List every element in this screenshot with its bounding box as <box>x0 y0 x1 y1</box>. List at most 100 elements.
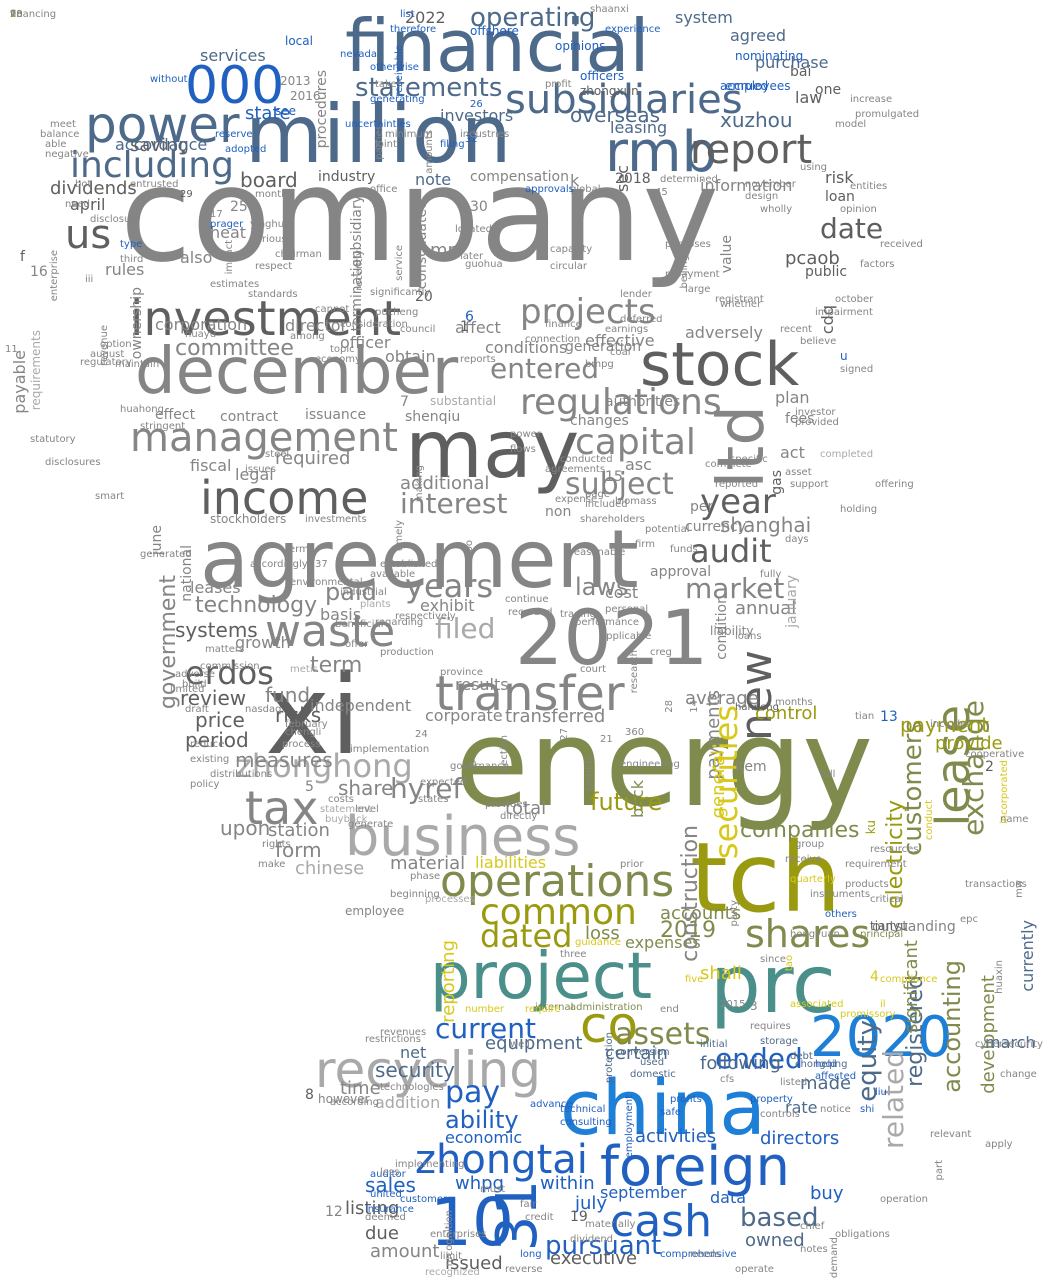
word: authorities <box>605 394 681 410</box>
word: legal <box>235 465 274 484</box>
word: payable <box>10 350 29 414</box>
word: entered <box>490 352 600 385</box>
word: standards <box>248 289 298 300</box>
word: beneficial <box>335 619 384 630</box>
word: group <box>795 839 825 850</box>
word: instruments <box>810 889 871 900</box>
word: following <box>700 1053 781 1074</box>
word: one <box>815 82 842 98</box>
word: commission <box>200 661 260 672</box>
word: long <box>520 1249 542 1260</box>
word: requires <box>750 1021 791 1032</box>
word: risk <box>825 168 854 187</box>
word: resources <box>870 844 919 855</box>
word: consulting <box>560 1117 612 1128</box>
word: average <box>685 688 759 709</box>
word: loans <box>735 631 762 642</box>
word: 14 <box>689 700 700 713</box>
word: included <box>585 499 628 510</box>
word: impairment <box>815 307 873 318</box>
word: construction <box>678 825 703 962</box>
word: mr <box>430 240 455 261</box>
word: overseas <box>570 103 660 127</box>
word: adopted <box>225 144 267 155</box>
word: make <box>258 859 286 870</box>
word: promulgated <box>855 109 920 120</box>
word: received <box>880 239 923 250</box>
word: coal <box>610 347 631 358</box>
word: continue <box>505 594 549 605</box>
word: time <box>340 1078 381 1099</box>
word: rules <box>105 260 145 279</box>
word: obligations <box>835 1229 890 1240</box>
word: specific <box>730 454 768 465</box>
word: pcaob <box>785 248 840 269</box>
word: existing <box>190 754 230 765</box>
word: accordance <box>115 135 208 154</box>
word: prager <box>210 219 244 230</box>
word: ability <box>445 1106 519 1134</box>
word: principal <box>860 929 904 940</box>
word: respect <box>255 261 293 272</box>
word: listed <box>780 1077 808 1088</box>
word: industries <box>460 129 510 140</box>
word: due <box>365 1223 399 1244</box>
word: experience <box>605 24 661 35</box>
word: board <box>240 168 298 192</box>
word: offshore <box>470 24 519 38</box>
word: shaanxi <box>590 4 629 15</box>
word: il <box>880 999 886 1010</box>
word: value <box>719 235 735 274</box>
word: reduce <box>190 739 225 750</box>
word: adverse <box>175 669 216 680</box>
word: transactions <box>965 879 1027 890</box>
word: capacity <box>550 244 593 255</box>
word: recognized <box>425 1267 480 1278</box>
word: established <box>380 559 438 570</box>
word: performance <box>575 617 640 628</box>
word: committee <box>175 336 294 361</box>
word: asset <box>785 467 812 478</box>
word: 2018 <box>615 171 651 187</box>
word: pay <box>445 1075 501 1110</box>
word: 000 <box>185 56 285 116</box>
word: tao <box>784 955 795 972</box>
word: power <box>85 96 240 154</box>
word: opinions <box>555 39 606 53</box>
word: level <box>355 804 379 815</box>
word: basis <box>320 605 362 624</box>
word: design <box>745 191 779 202</box>
word: receivable <box>394 45 405 97</box>
word: protection <box>604 1032 615 1084</box>
word: need <box>65 199 90 210</box>
word: subsidiaries <box>505 77 743 123</box>
word: end <box>660 1004 679 1015</box>
word: state <box>245 103 291 124</box>
word: chief <box>800 1221 825 1232</box>
word: nominating <box>735 49 804 63</box>
word: currency <box>685 519 746 535</box>
word: 27 <box>559 728 570 741</box>
word: council <box>400 324 436 335</box>
word: general <box>708 750 729 819</box>
word: located <box>455 224 492 235</box>
word: provides <box>485 799 528 810</box>
word: draft <box>185 704 209 715</box>
word: opinion <box>840 204 877 215</box>
word: epc <box>960 914 978 925</box>
word: conditions <box>485 338 568 357</box>
word: factors <box>860 259 895 270</box>
word: fees <box>785 411 815 427</box>
word: annual <box>735 598 797 619</box>
word: name <box>1000 814 1029 825</box>
word: within <box>540 1173 595 1194</box>
word: shareholders <box>580 514 645 525</box>
word: maintain <box>115 359 160 370</box>
word: 2016 <box>290 89 321 103</box>
word: 360 <box>625 727 645 738</box>
word: reported <box>715 479 759 490</box>
word: chongqing <box>795 1059 848 1070</box>
word: listing <box>345 1198 400 1219</box>
word: comprehensive <box>660 1249 737 1260</box>
word: whpg <box>455 1173 504 1194</box>
